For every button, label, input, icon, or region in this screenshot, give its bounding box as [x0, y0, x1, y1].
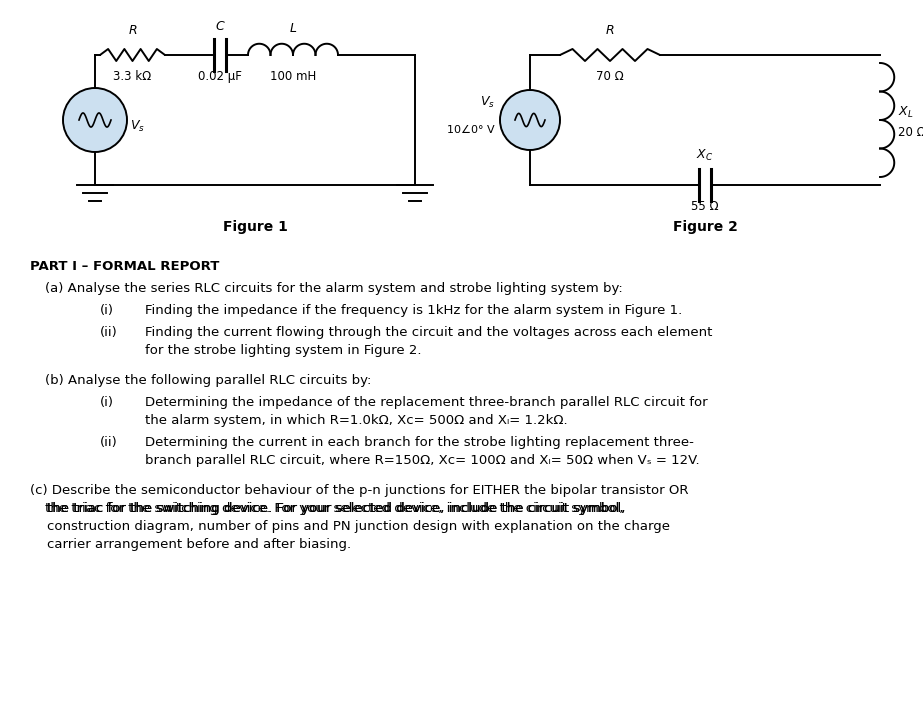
Text: $V_s$: $V_s$ — [130, 119, 145, 134]
Text: $C$: $C$ — [215, 20, 225, 33]
Text: Figure 2: Figure 2 — [673, 220, 737, 234]
Text: $R$: $R$ — [127, 24, 138, 37]
Text: 0.02 μF: 0.02 μF — [198, 70, 242, 83]
Text: (c) Describe the semiconductor behaviour of the p-n junctions for EITHER the bip: (c) Describe the semiconductor behaviour… — [30, 484, 689, 497]
Text: the triac for the switching device. For your selected device, include the circui: the triac for the switching device. For … — [45, 502, 623, 515]
Text: (ii): (ii) — [100, 326, 118, 339]
Text: $L$: $L$ — [289, 22, 297, 35]
Text: (a) Analyse the series RLC circuits for the alarm system and strobe lighting sys: (a) Analyse the series RLC circuits for … — [45, 282, 623, 295]
Text: the alarm system, in which R=1.0kΩ, Xᴄ= 500Ω and Xₗ= 1.2kΩ.: the alarm system, in which R=1.0kΩ, Xᴄ= … — [145, 414, 568, 427]
Text: Determining the current in each branch for the strobe lighting replacement three: Determining the current in each branch f… — [145, 436, 694, 449]
Text: 70 Ω: 70 Ω — [596, 70, 624, 83]
Text: construction diagram, number of pins and PN junction design with explanation on : construction diagram, number of pins and… — [30, 520, 670, 533]
Text: $X_L$: $X_L$ — [898, 104, 914, 119]
Text: PART I – FORMAL REPORT: PART I – FORMAL REPORT — [30, 260, 220, 273]
Text: 55 Ω: 55 Ω — [691, 200, 719, 213]
Text: Finding the current flowing through the circuit and the voltages across each ele: Finding the current flowing through the … — [145, 326, 713, 339]
Text: 10∠0° V: 10∠0° V — [448, 125, 495, 135]
Text: (i): (i) — [100, 396, 114, 409]
Text: for the strobe lighting system in Figure 2.: for the strobe lighting system in Figure… — [145, 344, 422, 357]
Text: $V_s$: $V_s$ — [480, 95, 495, 110]
Text: branch parallel RLC circuit, where R=150Ω, Xᴄ= 100Ω and Xₗ= 50Ω when Vₛ = 12V.: branch parallel RLC circuit, where R=150… — [145, 454, 700, 467]
Text: Finding the impedance if the frequency is 1kHz for the alarm system in Figure 1.: Finding the impedance if the frequency i… — [145, 304, 682, 317]
Text: the triac for the switching device. For your selected device, include the circui: the triac for the switching device. For … — [30, 502, 626, 515]
Text: (i): (i) — [100, 304, 114, 317]
Text: 20 Ω: 20 Ω — [898, 126, 923, 139]
Text: carrier arrangement before and after biasing.: carrier arrangement before and after bia… — [30, 538, 351, 551]
Text: 3.3 kΩ: 3.3 kΩ — [114, 70, 151, 83]
Text: $R$: $R$ — [605, 24, 615, 37]
Text: (b) Analyse the following parallel RLC circuits by:: (b) Analyse the following parallel RLC c… — [45, 374, 371, 387]
Text: (ii): (ii) — [100, 436, 118, 449]
Text: the triac for the switching device. For your selected device, include the circui: the triac for the switching device. For … — [30, 502, 626, 515]
Text: Determining the impedance of the replacement three-branch parallel RLC circuit f: Determining the impedance of the replace… — [145, 396, 708, 409]
Circle shape — [500, 90, 560, 150]
Circle shape — [63, 88, 127, 152]
Text: 100 mH: 100 mH — [270, 70, 316, 83]
Text: Figure 1: Figure 1 — [222, 220, 287, 234]
Text: $X_C$: $X_C$ — [697, 148, 713, 163]
